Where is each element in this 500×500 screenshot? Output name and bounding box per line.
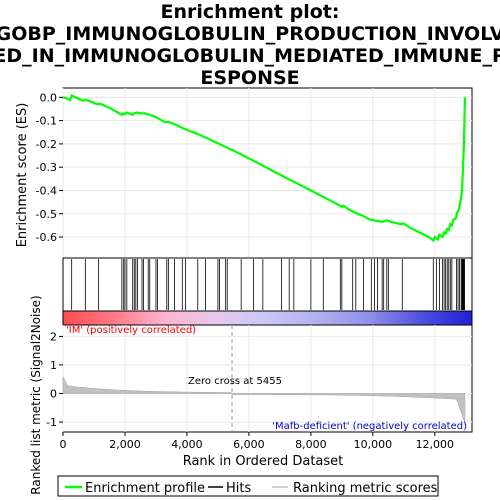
metric-tick-label: 1 bbox=[50, 359, 57, 372]
x-axis-ticks: 0 2,000 4,000 6,000 8,000 10,000 12,000 bbox=[60, 432, 455, 451]
es-tick-label: 0.0 bbox=[40, 91, 58, 104]
x-tick-label: 2,000 bbox=[109, 438, 141, 451]
legend-label-hits: Hits bbox=[226, 481, 251, 496]
ranking-metric-area bbox=[62, 376, 466, 425]
negative-correlation-label: 'Mafb-deficient' (negatively correlated) bbox=[272, 421, 467, 432]
metric-panel-frame bbox=[62, 324, 473, 433]
es-tick-label: -0.4 bbox=[36, 184, 57, 197]
x-tick-label: 8,000 bbox=[295, 438, 327, 451]
ranked-list-color-bar bbox=[62, 310, 473, 326]
hit-marks bbox=[71, 259, 465, 310]
es-y-ticks: 0.0 -0.1 -0.2 -0.3 -0.4 -0.5 -0.6 bbox=[36, 91, 63, 244]
x-tick-label: 6,000 bbox=[233, 438, 265, 451]
legend-frame bbox=[57, 475, 439, 497]
hits-panel-frame bbox=[62, 257, 473, 312]
hits-panel bbox=[62, 257, 473, 312]
es-panel-frame bbox=[62, 87, 473, 259]
es-grid bbox=[62, 88, 472, 258]
chart-title-line-4: ESPONSE bbox=[200, 67, 299, 89]
chart-title-line-1: Enrichment plot: bbox=[161, 1, 340, 23]
metric-tick-label: 0 bbox=[50, 387, 57, 400]
x-tick-label: 0 bbox=[60, 438, 67, 451]
x-tick-label: 4,000 bbox=[171, 438, 203, 451]
chart-title-line-3: ED_IN_IMMUNOGLOBULIN_MEDIATED_IMMUNE_R bbox=[0, 45, 500, 67]
x-tick-label: 12,000 bbox=[416, 438, 455, 451]
metric-y-axis-label: Ranked list metric (Signal2Noise) bbox=[29, 295, 43, 494]
es-tick-label: -0.6 bbox=[36, 231, 57, 244]
metric-tick-label: -1 bbox=[46, 416, 57, 429]
es-tick-label: -0.2 bbox=[36, 138, 57, 151]
es-tick-label: -0.3 bbox=[36, 161, 57, 174]
es-y-axis-label: Enrichment score (ES) bbox=[15, 103, 30, 248]
es-tick-label: -0.1 bbox=[36, 115, 57, 128]
x-axis-label: Rank in Ordered Dataset bbox=[183, 454, 344, 469]
legend-label-ranking-metric: Ranking metric scores bbox=[293, 481, 438, 496]
ranking-metric-panel: 2 1 0 -1 Zero cross at 5455 'IM' (positivel… bbox=[46, 324, 473, 433]
x-tick-label: 10,000 bbox=[354, 438, 393, 451]
enrichment-profile-line bbox=[62, 93, 466, 243]
positive-correlation-label: 'IM' (positively correlated) bbox=[66, 325, 196, 336]
metric-tick-label: 2 bbox=[50, 330, 57, 343]
chart-title-line-2: GOBP_IMMUNOGLOBULIN_PRODUCTION_INVOLV bbox=[0, 23, 500, 45]
legend: Enrichment profile Hits Ranking metric s… bbox=[57, 475, 439, 497]
es-tick-label: -0.5 bbox=[36, 208, 57, 221]
legend-label-enrichment-profile: Enrichment profile bbox=[85, 481, 205, 496]
enrichment-score-panel: 0.0 -0.1 -0.2 -0.3 -0.4 -0.5 -0.6 bbox=[36, 87, 473, 259]
zero-cross-annotation: Zero cross at 5455 bbox=[188, 376, 282, 387]
metric-y-ticks: 2 1 0 -1 bbox=[46, 330, 63, 429]
